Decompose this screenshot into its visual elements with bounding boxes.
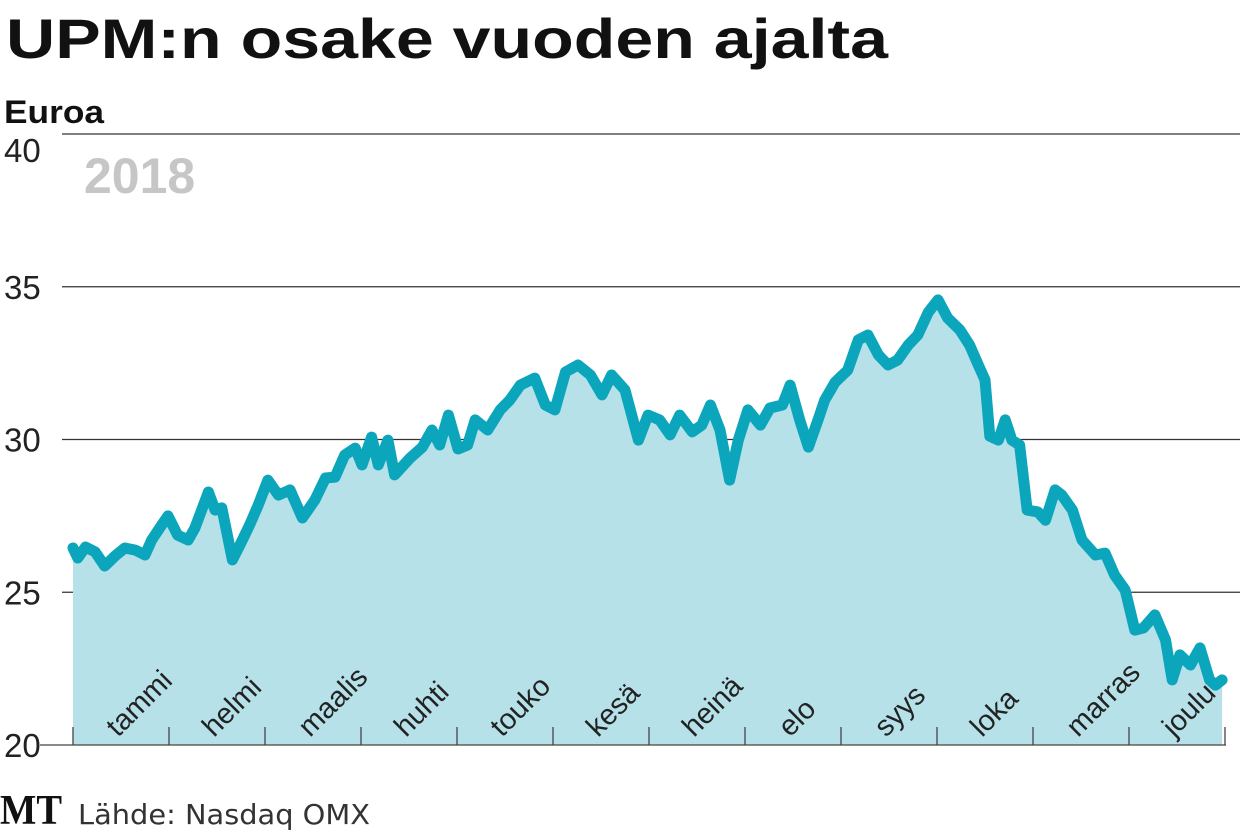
y-tick-label: 25 xyxy=(4,574,41,611)
price-line xyxy=(67,294,1228,691)
y-tick-label: 20 xyxy=(4,727,41,764)
mt-logo: MT xyxy=(0,788,62,834)
y-axis-label: Euroa xyxy=(4,94,104,130)
y-tick-labels: 20 25 30 35 40 xyxy=(4,132,41,764)
y-tick-label: 40 xyxy=(4,132,41,169)
chart-title: UPM:n osake vuoden ajalta xyxy=(6,7,889,70)
year-annotation: 2018 xyxy=(84,148,195,204)
source-text: Lähde: Nasdaq OMX xyxy=(78,798,370,831)
x-axis xyxy=(40,727,1226,746)
price-area-fill xyxy=(73,299,1223,745)
y-tick-label: 30 xyxy=(4,422,41,459)
y-tick-label: 35 xyxy=(4,269,41,306)
